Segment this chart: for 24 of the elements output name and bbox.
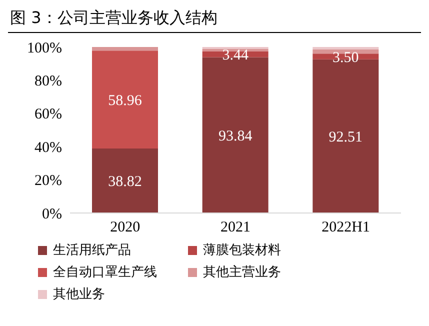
x-tick-label: 2021 <box>220 220 250 236</box>
y-tick-label: 20% <box>34 173 62 190</box>
legend-label: 其他业务 <box>53 286 105 303</box>
legend-label: 生活用纸产品 <box>53 242 131 259</box>
data-label: 93.84 <box>218 128 253 144</box>
data-label: 3.44 <box>222 48 249 64</box>
bar <box>92 148 158 213</box>
data-label: 38.82 <box>108 174 142 190</box>
legend-label: 其他主营业务 <box>203 264 281 281</box>
data-label: 92.51 <box>328 130 363 146</box>
y-tick-label: 100% <box>27 40 62 56</box>
x-tick-label: 2022H1 <box>322 220 370 236</box>
data-label: 58.96 <box>108 92 142 109</box>
y-tick-label: 60% <box>34 106 62 123</box>
y-tick-label: 40% <box>34 140 62 156</box>
bar <box>92 50 158 149</box>
y-tick-label: 80% <box>34 74 62 90</box>
legend-label: 薄膜包装材料 <box>203 242 281 259</box>
legend-label: 全自动口罩生产线 <box>53 264 157 281</box>
chart-title: 图 3：公司主营业务收入结构 <box>8 8 421 33</box>
bar <box>92 47 158 51</box>
x-tick-label: 2020 <box>110 220 140 236</box>
y-tick-label: 0% <box>42 206 62 222</box>
data-label: 3.50 <box>332 50 359 66</box>
